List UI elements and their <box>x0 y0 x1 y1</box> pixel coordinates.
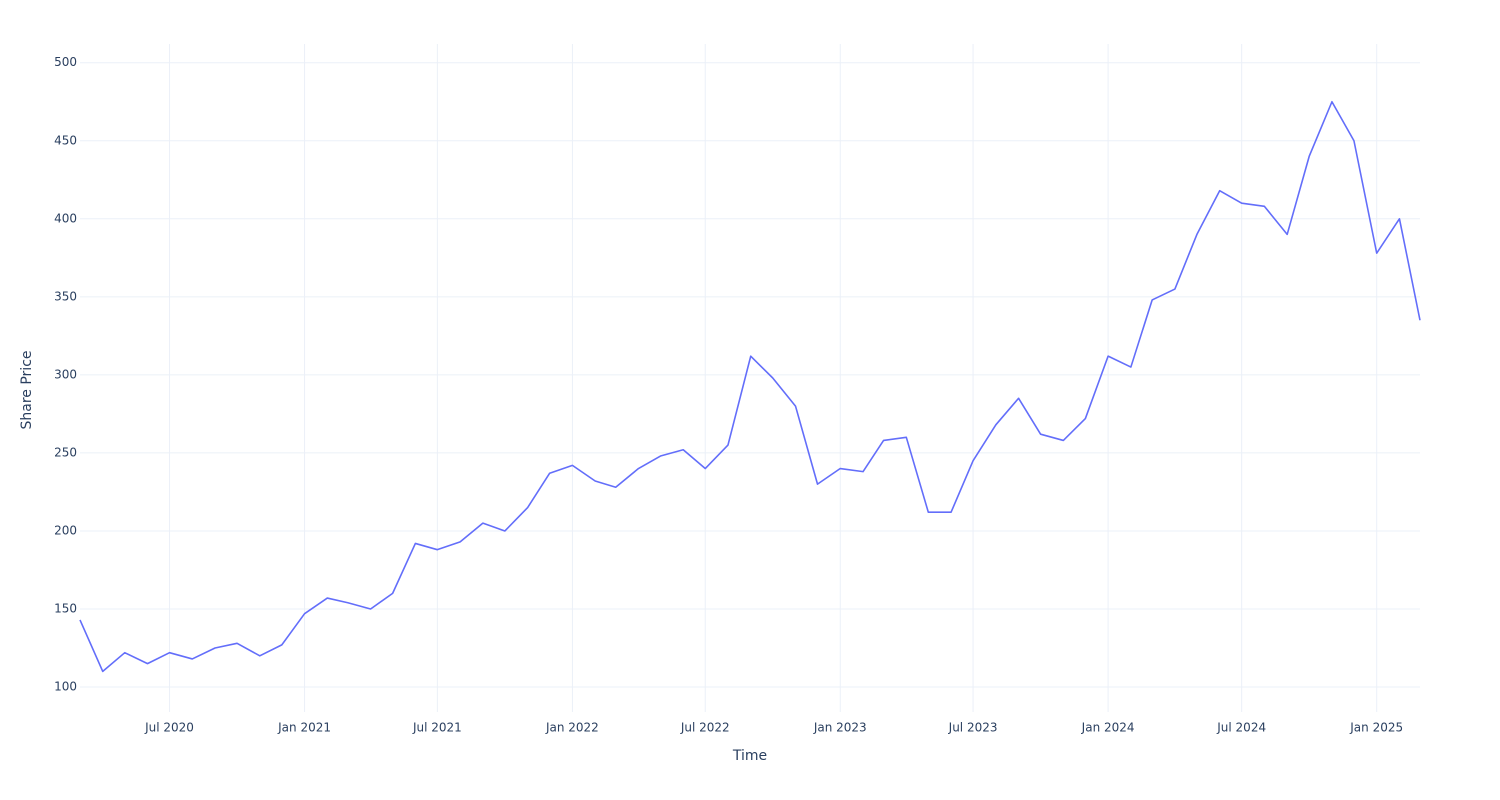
x-tick-label: Jan 2022 <box>545 721 599 735</box>
x-tick-label: Jul 2021 <box>412 721 462 735</box>
x-tick-label: Jan 2023 <box>813 721 867 735</box>
x-tick-label: Jul 2022 <box>680 721 730 735</box>
y-tick-label: 100 <box>54 680 77 694</box>
x-tick-label: Jan 2025 <box>1349 721 1403 735</box>
price-line <box>79 100 1421 673</box>
y-tick-label: 500 <box>54 55 77 69</box>
x-tick-label: Jul 2023 <box>948 721 998 735</box>
y-tick-label: 150 <box>54 601 77 615</box>
y-tick-label: 300 <box>54 367 77 381</box>
x-tick-label: Jan 2021 <box>277 721 331 735</box>
x-tick-label: Jul 2024 <box>1216 721 1266 735</box>
x-tick-label: Jul 2020 <box>144 721 194 735</box>
y-tick-label: 250 <box>54 445 77 459</box>
y-tick-label: 350 <box>54 289 77 303</box>
y-tick-label: 450 <box>54 133 77 147</box>
y-tick-label: 400 <box>54 211 77 225</box>
x-axis-title: Time <box>732 748 767 764</box>
x-tick-label: Jan 2024 <box>1081 721 1135 735</box>
y-tick-label: 200 <box>54 523 77 537</box>
y-axis-title: Share Price <box>19 350 35 429</box>
